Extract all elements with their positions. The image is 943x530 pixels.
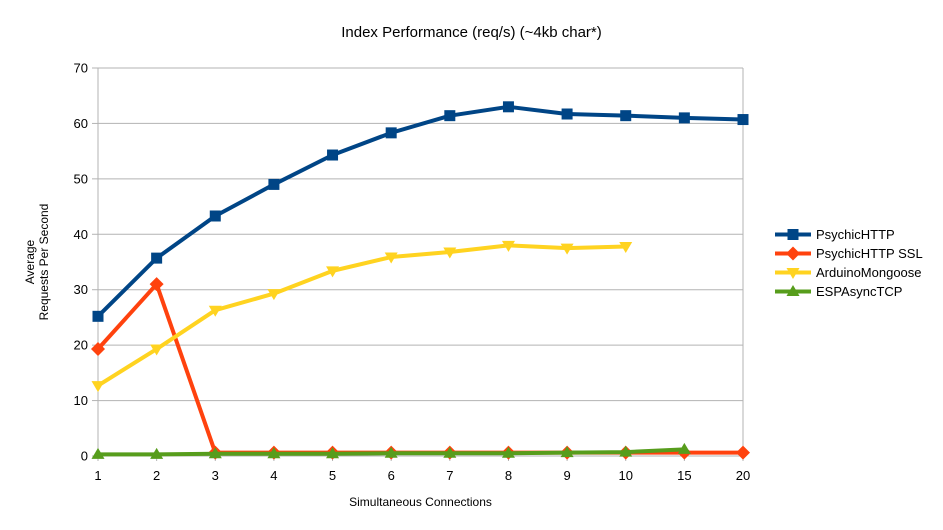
triangle-down-marker (208, 305, 222, 317)
series-line-arduinomongoose (96, 243, 628, 388)
triangle-down-marker (384, 252, 398, 264)
square-marker (502, 101, 514, 113)
triangle-up-marker (267, 447, 281, 459)
y-tick-label: 20 (74, 338, 88, 353)
y-tick-label: 70 (74, 61, 88, 76)
x-tick-label: 5 (329, 468, 336, 483)
y-tick-label: 60 (74, 116, 88, 131)
x-tick-label: 4 (270, 468, 277, 483)
square-marker (787, 229, 799, 240)
series-line-psychichttp (96, 104, 745, 319)
triangle-down-marker (91, 381, 105, 393)
x-tick-label: 1 (94, 468, 101, 483)
x-tick-label: 8 (505, 468, 512, 483)
triangle-up-marker (677, 442, 691, 454)
series-line-psychichttp-ssl (96, 282, 745, 455)
legend-item-psychichttp: PsychicHTTP (775, 225, 923, 244)
square-marker (268, 178, 280, 190)
triangle-down-marker (150, 344, 164, 356)
triangle-down-marker (786, 268, 800, 279)
triangle-down-marker (619, 241, 633, 253)
legend-label: ESPAsyncTCP (816, 284, 903, 299)
square-marker (737, 114, 749, 126)
square-marker (327, 149, 339, 161)
triangle-down-legend-swatch (775, 268, 811, 279)
diamond-marker (149, 277, 164, 292)
diamond-marker (786, 246, 800, 261)
triangle-up-marker (443, 446, 457, 458)
triangle-down-marker (560, 243, 574, 255)
legend-item-espasynctcp: ESPAsyncTCP (775, 282, 923, 301)
triangle-up-marker (384, 446, 398, 458)
x-tick-label: 9 (563, 468, 570, 483)
square-marker (444, 110, 456, 122)
x-axis-title: Simultaneous Connections (349, 495, 492, 509)
x-tick-label: 6 (388, 468, 395, 483)
x-tick-label: 3 (212, 468, 219, 483)
square-marker (92, 310, 104, 322)
diamond-marker (736, 445, 750, 460)
triangle-down-marker (267, 289, 281, 301)
square-marker (385, 127, 397, 139)
y-tick-label: 0 (81, 449, 88, 464)
square-legend-swatch (775, 229, 811, 240)
y-tick-label: 30 (74, 282, 88, 297)
triangle-up-marker (786, 285, 800, 296)
triangle-up-marker (91, 447, 105, 459)
triangle-up-marker (150, 447, 164, 459)
triangle-up-marker (560, 446, 574, 458)
square-marker (209, 210, 221, 222)
triangle-up-marker (501, 446, 515, 458)
square-marker (561, 108, 573, 120)
chart-title: Index Performance (req/s) (~4kb char*) (341, 24, 602, 41)
legend-label: PsychicHTTP SSL (816, 246, 923, 261)
triangle-up-marker (208, 447, 222, 459)
legend-item-psychichttp-ssl: PsychicHTTP SSL (775, 244, 923, 263)
legend-label: ArduinoMongoose (816, 265, 922, 280)
x-tick-label: 20 (736, 468, 750, 483)
legend-item-arduinomongoose: ArduinoMongoose (775, 263, 923, 282)
square-marker (151, 252, 163, 264)
diamond-legend-swatch (775, 246, 811, 261)
triangle-down-marker (501, 240, 515, 252)
triangle-up-marker (619, 445, 633, 457)
triangle-up-legend-swatch (775, 285, 811, 296)
square-marker (620, 110, 632, 122)
x-tick-label: 10 (618, 468, 632, 483)
x-tick-label: 15 (677, 468, 691, 483)
diamond-marker (91, 342, 105, 357)
legend-label: PsychicHTTP (816, 227, 895, 242)
legend: PsychicHTTP PsychicHTTP SSL ArduinoMongoos… (775, 225, 923, 301)
triangle-down-marker (326, 266, 340, 278)
x-tick-label: 2 (153, 468, 160, 483)
triangle-up-marker (326, 447, 340, 459)
y-tick-label: 40 (74, 227, 88, 242)
triangle-down-marker (443, 247, 457, 259)
y-tick-label: 10 (74, 393, 88, 408)
y-tick-label: 50 (74, 171, 88, 186)
square-marker (678, 112, 690, 124)
x-tick-label: 7 (446, 468, 453, 483)
